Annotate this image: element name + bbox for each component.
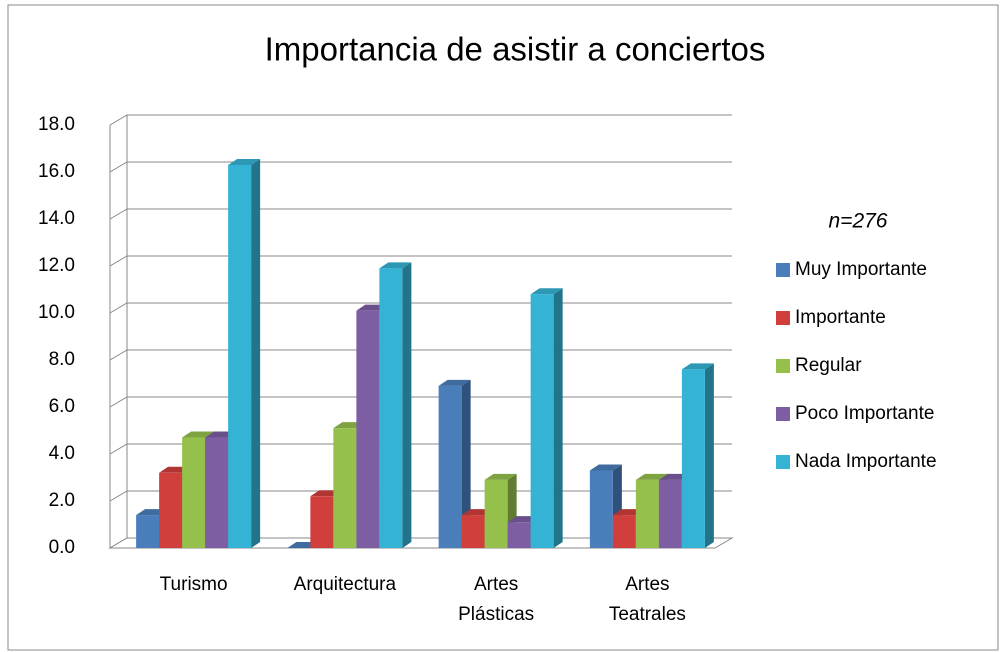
bar-face [379, 262, 412, 269]
bar-face [484, 479, 508, 548]
y-tick-label: 12.0 [38, 255, 75, 276]
bar-face [589, 470, 613, 548]
bar-face [228, 164, 252, 548]
y-tick-label: 6.0 [49, 396, 75, 417]
y-tick-label: 4.0 [49, 443, 75, 464]
bar-face [159, 472, 183, 548]
bar-face [402, 262, 412, 548]
legend-label: Poco Importante [795, 403, 934, 424]
bar-face [635, 473, 668, 480]
grid-line [109, 443, 732, 455]
y-tick-label: 16.0 [38, 161, 75, 182]
legend-label: Importante [795, 307, 886, 328]
bar [379, 262, 412, 548]
chart-title: Importancia de asistir a conciertos [265, 31, 766, 68]
bar-face [658, 479, 682, 548]
legend-swatch [776, 407, 790, 421]
bar [681, 363, 714, 548]
grid-line [109, 208, 732, 220]
grid-line [109, 114, 732, 126]
bar-face [704, 363, 714, 548]
y-tick-label: 2.0 [49, 490, 75, 511]
y-tick-label: 10.0 [38, 302, 75, 323]
bar-face [438, 379, 471, 386]
bar-face [589, 464, 622, 471]
bar-face [461, 379, 471, 548]
grid-line [109, 302, 732, 314]
bar-face [530, 288, 563, 295]
bar-face [484, 473, 517, 480]
bar-face [379, 268, 403, 548]
grid-line [109, 161, 732, 173]
x-tick-label: Artes Teatrales [608, 574, 686, 625]
bar-face [205, 437, 229, 548]
bar-face [356, 310, 380, 548]
bar [438, 379, 471, 548]
bar-face [612, 515, 636, 548]
y-tick-label: 14.0 [38, 208, 75, 229]
bar-face [136, 515, 160, 548]
bar-face [182, 437, 206, 548]
bar-face [507, 522, 531, 548]
x-tick-label: Arquitectura [293, 574, 397, 595]
legend-swatch [776, 359, 790, 373]
bar-face [333, 428, 357, 548]
legend-swatch [776, 311, 790, 325]
bar [228, 158, 261, 548]
legend-label: Nada Importante [795, 451, 937, 472]
bar-face [681, 363, 714, 370]
bar-face [461, 515, 485, 548]
bar-face [251, 158, 261, 548]
legend-label: Muy Importante [795, 259, 927, 280]
grid-line [109, 255, 732, 267]
y-tick-label: 18.0 [38, 114, 75, 135]
bar-face [228, 158, 261, 165]
legend-swatch [776, 263, 790, 277]
x-tick-label: Artes Plásticas [458, 574, 535, 625]
bar-face [635, 479, 659, 548]
bar-face [438, 385, 462, 548]
y-tick-label: 0.0 [49, 537, 75, 558]
bar [530, 288, 563, 548]
grid-line [109, 490, 732, 502]
legend-label: Regular [795, 355, 862, 376]
bar-face [681, 369, 705, 548]
legend-swatch [776, 455, 790, 469]
bar-face [310, 496, 334, 548]
bar-face [182, 431, 215, 438]
grid-line [109, 396, 732, 408]
bar-face [530, 294, 554, 548]
annotation: n=276 [829, 210, 888, 233]
y-tick-label: 8.0 [49, 349, 75, 370]
bar-face [553, 288, 563, 548]
x-tick-label: Turismo [159, 574, 228, 595]
grid-line [109, 349, 732, 361]
